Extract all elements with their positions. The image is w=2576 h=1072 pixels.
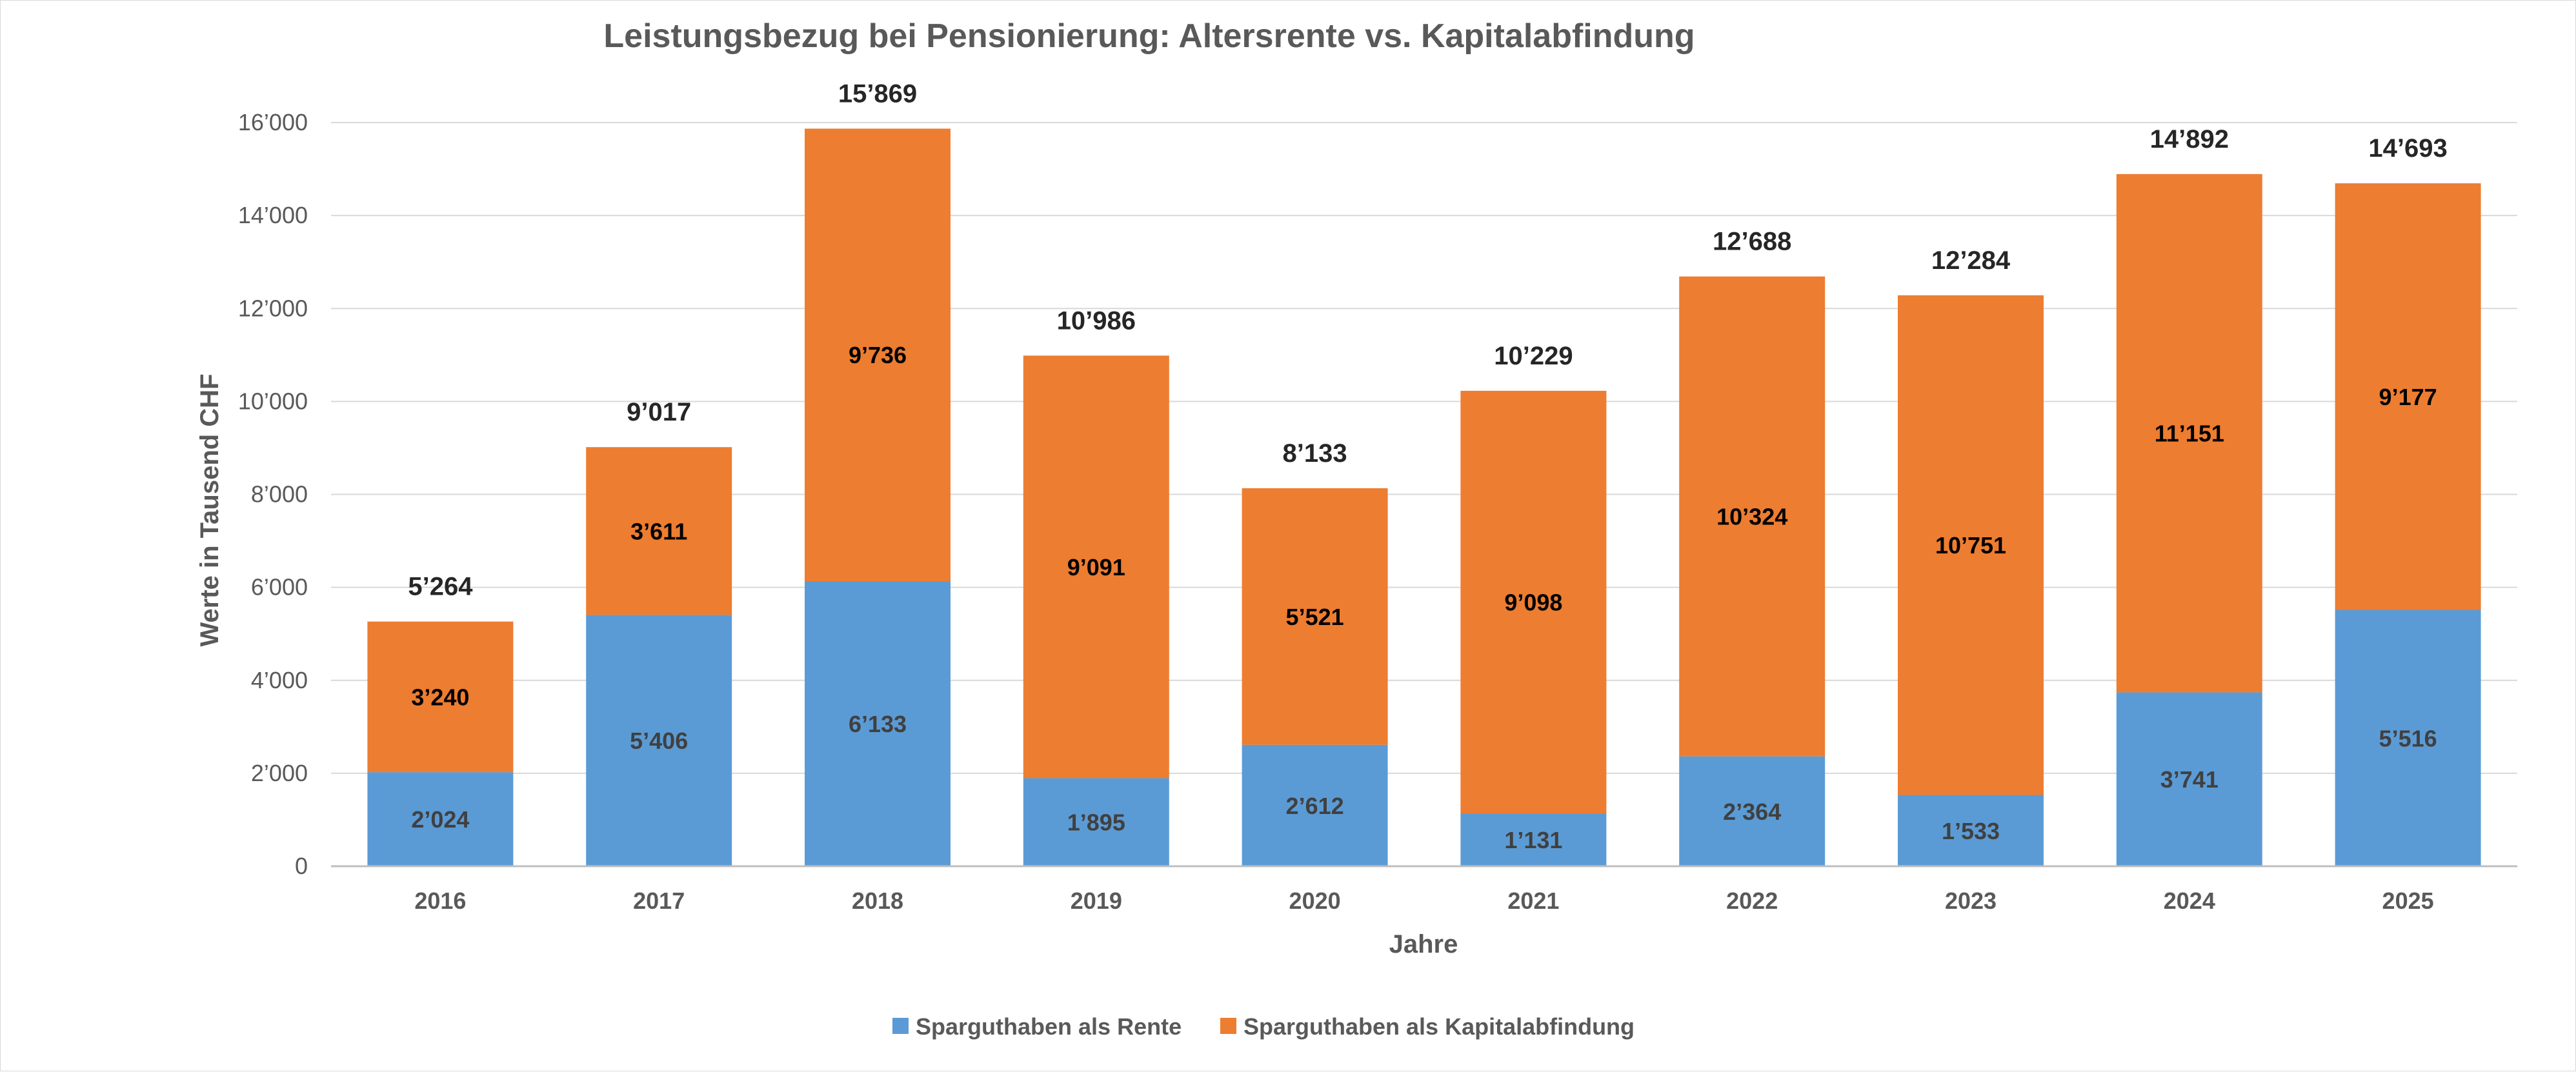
x-axis-ticks: 2016 2017 2018 2019 2020 2021 2022 2023 2024 2025 [414, 888, 2433, 914]
y-tick-label: 12’000 [238, 295, 308, 321]
data-label-rente-2025: 5’516 [2379, 725, 2437, 751]
data-label-rente-2024: 3’741 [2160, 766, 2219, 793]
bar-kapital-2020 [1242, 488, 1388, 745]
legend-label-kapital: Sparguthaben als Kapitalabfindung [1243, 1013, 1635, 1040]
total-label-2020: 8’133 [1283, 439, 1347, 468]
data-label-rente-2023: 1’533 [1942, 818, 2000, 844]
bar-kapital-2016 [367, 621, 514, 773]
data-label-rente-2019: 1’895 [1067, 809, 1125, 836]
y-tick-label: 14’000 [238, 202, 308, 228]
bar-rente-2022 [1679, 756, 1826, 866]
data-label-kapital-2018: 9’736 [849, 342, 907, 368]
chart-title: Leistungsbezug bei Pensionierung: Alters… [603, 17, 1695, 55]
bar-rente-2025 [2335, 610, 2481, 866]
total-label-2025: 14’693 [2368, 134, 2447, 163]
x-tick-label-2021: 2021 [1507, 888, 1559, 914]
data-label-kapital-2020: 5’521 [1286, 604, 1344, 630]
bar-rente-2023 [1898, 795, 2044, 866]
data-label-rente-2022: 2’364 [1723, 799, 1781, 825]
data-label-kapital-2016: 3’240 [411, 684, 469, 710]
bar-rente-2018 [805, 581, 951, 866]
data-label-kapital-2021: 9’098 [1504, 590, 1562, 616]
data-label-kapital-2022: 10’324 [1716, 504, 1787, 530]
total-label-2021: 10’229 [1494, 342, 1573, 370]
y-tick-label: 8’000 [251, 481, 308, 508]
bar-rente-2016 [367, 772, 514, 866]
bar-kapital-2025 [2335, 183, 2481, 610]
y-tick-label: 0 [295, 853, 308, 879]
y-tick-label: 4’000 [251, 667, 308, 693]
total-label-2024: 14’892 [2150, 125, 2229, 154]
total-label-2019: 10’986 [1057, 306, 1136, 335]
bar-kapital-2022 [1679, 276, 1826, 757]
data-label-kapital-2024: 11’151 [2155, 421, 2224, 447]
y-axis-label: Werte in Tausend CHF [196, 373, 224, 646]
data-label-rente-2020: 2’612 [1286, 793, 1344, 819]
data-labels: 2’024 3’240 5’264 5’406 3’611 9’017 6’133 9’736… [408, 79, 2447, 853]
x-tick-label-2020: 2020 [1289, 888, 1341, 914]
bar-kapital-2021 [1460, 390, 1607, 814]
total-label-2023: 12’284 [1931, 246, 2011, 275]
data-label-kapital-2023: 10’751 [1935, 532, 2006, 559]
bar-rente-2020 [1242, 744, 1388, 866]
y-axis-ticks: 0 2’000 4’000 6’000 8’000 10’000 12’000 14’000 1… [238, 109, 308, 879]
total-label-2016: 5’264 [408, 573, 473, 601]
y-tick-label: 16’000 [238, 109, 308, 135]
bar-kapital-2017 [586, 447, 732, 615]
data-label-rente-2016: 2’024 [411, 806, 469, 833]
total-label-2018: 15’869 [838, 79, 917, 108]
data-label-rente-2017: 5’406 [630, 728, 688, 754]
data-label-kapital-2025: 9’177 [2379, 384, 2437, 410]
total-label-2017: 9’017 [627, 398, 691, 426]
data-label-rente-2021: 1’131 [1504, 827, 1562, 853]
y-tick-label: 2’000 [251, 760, 308, 786]
x-tick-label-2018: 2018 [852, 888, 903, 914]
bar-kapital-2023 [1898, 295, 2044, 795]
data-label-kapital-2017: 3’611 [630, 518, 687, 544]
legend-swatch-kapital [1220, 1018, 1236, 1034]
bar-kapital-2018 [805, 128, 951, 582]
x-tick-label-2017: 2017 [633, 888, 685, 914]
legend-label-rente: Sparguthaben als Rente [916, 1013, 1182, 1040]
legend: Sparguthaben als Rente Sparguthaben als … [892, 1013, 1635, 1040]
x-tick-label-2019: 2019 [1071, 888, 1122, 914]
x-tick-label-2023: 2023 [1945, 888, 1997, 914]
data-label-kapital-2019: 9’091 [1067, 554, 1125, 581]
data-label-rente-2018: 6’133 [849, 711, 907, 737]
bar-rente-2017 [586, 615, 732, 866]
bar-kapital-2019 [1023, 355, 1169, 779]
x-tick-label-2016: 2016 [414, 888, 466, 914]
x-tick-label-2022: 2022 [1726, 888, 1778, 914]
x-tick-label-2024: 2024 [2164, 888, 2215, 914]
bar-rente-2024 [2116, 692, 2262, 866]
total-label-2022: 12’688 [1713, 228, 1791, 256]
bar-rente-2019 [1023, 778, 1169, 866]
x-tick-label-2025: 2025 [2382, 888, 2434, 914]
bar-rente-2021 [1460, 813, 1607, 866]
y-tick-label: 6’000 [251, 574, 308, 601]
y-tick-label: 10’000 [238, 388, 308, 414]
legend-swatch-rente [892, 1018, 909, 1034]
bar-kapital-2024 [2116, 174, 2262, 693]
x-axis-label: Jahre [1389, 930, 1458, 958]
bars [367, 128, 2481, 866]
